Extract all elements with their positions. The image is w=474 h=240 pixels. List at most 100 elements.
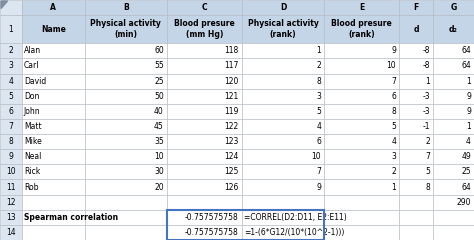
Bar [85,104,167,119]
Text: 124: 124 [225,152,239,161]
Text: 30: 30 [154,167,164,176]
Text: 121: 121 [225,92,239,101]
Bar [399,180,433,195]
Bar [0,210,22,225]
Text: d₂: d₂ [449,25,458,34]
Bar [85,58,167,73]
Bar [167,164,242,180]
Bar [22,195,85,210]
Bar [167,195,242,210]
Bar [22,73,85,89]
Bar [399,195,433,210]
Bar [433,89,474,104]
Text: C: C [201,3,207,12]
Bar [399,73,433,89]
Text: 120: 120 [225,77,239,86]
Bar [242,89,324,104]
Bar [399,225,433,240]
Bar [85,195,167,210]
Text: 4: 4 [466,137,471,146]
Bar [324,73,399,89]
Text: Mike: Mike [24,137,42,146]
Text: 123: 123 [225,137,239,146]
Text: 4: 4 [9,77,13,86]
Text: 14: 14 [6,228,16,237]
Text: 1: 1 [466,122,471,131]
Bar [399,134,433,149]
Text: -1: -1 [422,122,430,131]
Bar [0,149,22,164]
Text: Rob: Rob [24,183,38,192]
Bar [399,43,433,58]
Text: 12: 12 [6,198,16,207]
Text: 7: 7 [316,167,321,176]
Text: 125: 125 [225,167,239,176]
Text: 1: 1 [466,77,471,86]
Bar [22,0,85,15]
Bar [167,15,242,43]
Text: 35: 35 [154,137,164,146]
Text: 60: 60 [154,46,164,55]
Text: 8: 8 [316,77,321,86]
Bar [433,134,474,149]
Bar [242,149,324,164]
Text: -3: -3 [422,92,430,101]
Bar [22,149,85,164]
Text: 5: 5 [9,92,13,101]
Bar [324,15,399,43]
Bar [22,104,85,119]
Bar [22,15,85,43]
Text: 13: 13 [6,213,16,222]
Bar [0,89,22,104]
Text: F: F [413,3,419,12]
Bar [167,119,242,134]
Bar [242,210,324,225]
Bar [324,119,399,134]
Bar [0,195,22,210]
Bar [0,225,22,240]
Bar [324,225,399,240]
Text: 10: 10 [6,167,16,176]
Text: Name: Name [41,25,65,34]
Bar [242,225,324,240]
Text: 4: 4 [316,122,321,131]
Text: -8: -8 [422,61,430,71]
Bar [85,119,167,134]
Bar [167,58,242,73]
Bar [399,149,433,164]
Bar [399,0,433,15]
Bar [0,73,22,89]
Text: 290: 290 [456,198,471,207]
Bar [167,89,242,104]
Text: 122: 122 [225,122,239,131]
Bar [433,225,474,240]
Bar [433,149,474,164]
Bar [85,149,167,164]
Bar [0,43,22,58]
Bar [399,89,433,104]
Bar [22,164,85,180]
Bar [85,134,167,149]
Bar [399,164,433,180]
Text: 126: 126 [225,183,239,192]
Text: 25: 25 [154,77,164,86]
Bar [167,210,324,240]
Text: 2: 2 [9,46,13,55]
Text: 49: 49 [461,152,471,161]
Text: Physical activity
(min): Physical activity (min) [91,19,161,39]
Bar [0,119,22,134]
Bar [399,58,433,73]
Bar [324,164,399,180]
Bar [22,119,85,134]
Bar [167,134,242,149]
Text: 9: 9 [316,183,321,192]
Polygon shape [1,1,8,9]
Bar [85,73,167,89]
Bar [433,180,474,195]
Bar [399,15,433,43]
Bar [242,104,324,119]
Bar [324,149,399,164]
Bar [0,15,22,43]
Text: 45: 45 [154,122,164,131]
Text: 40: 40 [154,107,164,116]
